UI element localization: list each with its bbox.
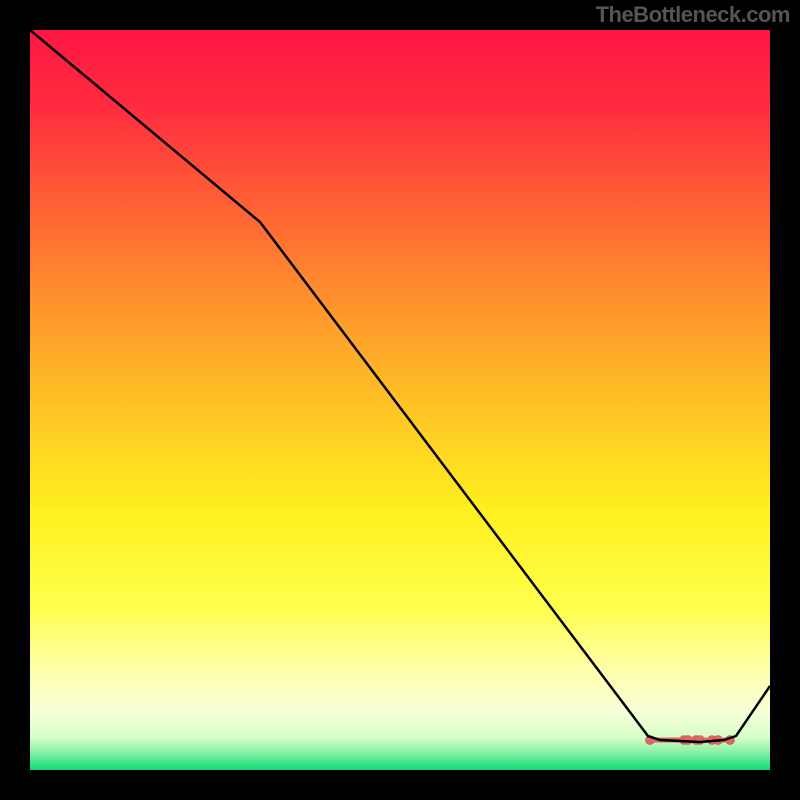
watermark-text: TheBottleneck.com (596, 2, 790, 28)
chart-container: TheBottleneck.com (0, 0, 800, 800)
plot-background (30, 30, 770, 770)
bottleneck-chart (0, 0, 800, 800)
